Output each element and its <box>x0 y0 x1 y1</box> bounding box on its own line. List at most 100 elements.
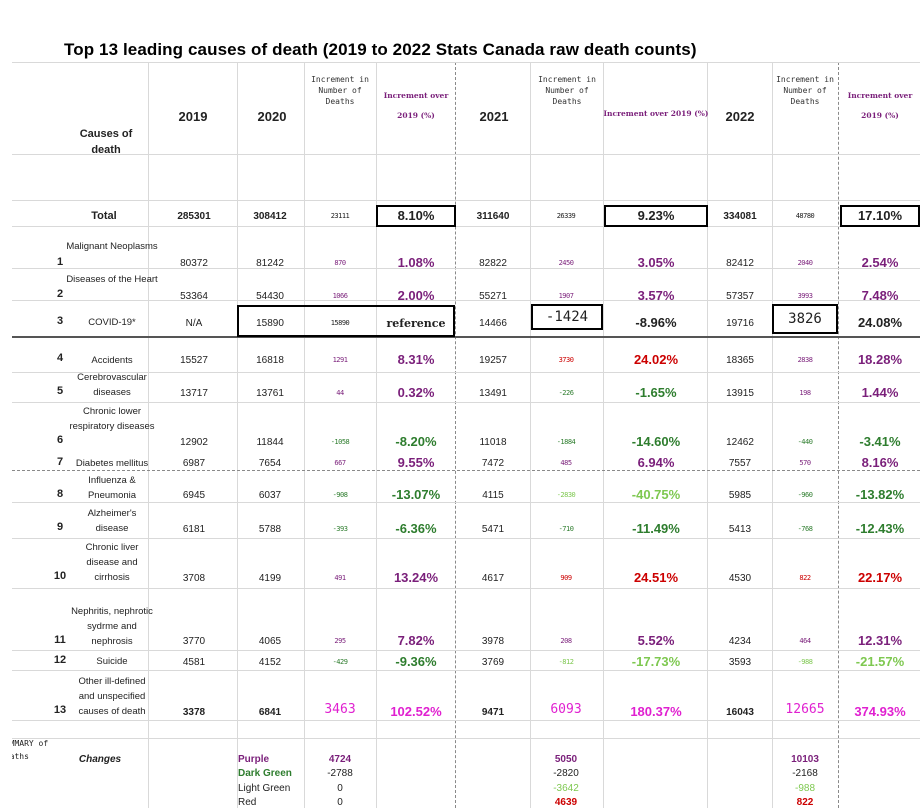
year-2021-header: 2021 <box>479 109 509 124</box>
col-divider-dashed <box>455 62 456 808</box>
changes-label: Changes <box>78 754 122 765</box>
value-2020: 81242 <box>256 258 284 269</box>
value-2019: 4581 <box>182 657 206 668</box>
increment-2021: 208 <box>560 637 572 645</box>
rank-number: 8 <box>56 488 64 500</box>
pct-2020: -9.36% <box>395 654 437 669</box>
value-2022: 12462 <box>726 437 754 448</box>
increment-2022-boxed: 3826 <box>772 304 838 334</box>
pct-2021: 24.02% <box>633 352 679 367</box>
rank-number: 13 <box>53 704 67 716</box>
pct-2020: 102.52% <box>390 704 442 719</box>
pct-2021: 3.57% <box>637 288 675 303</box>
rank-number: 1 <box>56 256 64 268</box>
cause-label: Nephritis, nephrotic sydrme and nephrosi… <box>71 606 153 647</box>
row-divider <box>12 502 920 503</box>
covid-reference-box <box>237 305 455 337</box>
pct-2020: 1.08% <box>397 255 435 270</box>
value-2020: 6841 <box>258 707 282 718</box>
cause-label: Chronic lower respiratory diseases <box>69 406 155 432</box>
pct-2021: 24.51% <box>633 570 679 585</box>
col-divider-dashed <box>838 62 839 808</box>
cause-label: Diabetes mellitus <box>75 458 149 469</box>
row-divider <box>12 300 920 301</box>
pct-2022: 7.48% <box>861 288 899 303</box>
total-pct-2022: 17.10% <box>840 205 920 227</box>
increment-2020: 1066 <box>332 292 348 300</box>
value-2021: 55271 <box>479 291 507 302</box>
value-2020: 54430 <box>256 291 284 302</box>
pct-2021: -14.60% <box>631 434 681 449</box>
value-2022: 19716 <box>726 318 754 329</box>
increment-number-header: Increment in Number of Deaths <box>538 75 596 106</box>
pct-2022: 18.28% <box>857 352 903 367</box>
row-divider <box>12 402 920 403</box>
col-divider <box>376 62 377 808</box>
summary-lightgreen-2022: -988 <box>794 783 815 794</box>
increment-2022: 464 <box>799 637 811 645</box>
value-2021: 5471 <box>481 524 505 535</box>
value-2020: 15890 <box>256 318 284 329</box>
total-pct-2020: 8.10% <box>376 205 456 227</box>
increment-2020: 491 <box>334 574 346 582</box>
pct-2022: 374.93% <box>854 704 906 719</box>
row-divider <box>12 538 920 539</box>
increment-pct-header: Increment over 2019 (%) <box>847 91 913 120</box>
value-2022: 3593 <box>728 657 752 668</box>
summary-purple-2021: 5050 <box>554 754 578 765</box>
total-2019: 285301 <box>177 211 211 222</box>
pct-2021: -8.96% <box>635 315 677 330</box>
increment-2020: 3463 <box>324 702 356 717</box>
pct-2022: 8.16% <box>861 455 899 470</box>
value-2021: 7472 <box>481 458 505 469</box>
value-2020: 11844 <box>256 437 284 448</box>
cause-label: Other ill-defined and unspecified causes… <box>78 676 146 717</box>
value-2022: 57357 <box>726 291 754 302</box>
summary-red-2021: 4639 <box>554 797 578 808</box>
increment-2021: -812 <box>558 658 574 666</box>
pct-2020: 8.31% <box>397 352 435 367</box>
summary-red-2022: 822 <box>796 797 814 808</box>
value-2021: 4617 <box>481 573 505 584</box>
increment-2021: 909 <box>560 574 572 582</box>
value-2019: 12902 <box>180 437 208 448</box>
value-2021: 9471 <box>481 707 505 718</box>
summary-purple-label: Purple <box>238 754 270 765</box>
row-divider <box>12 372 920 373</box>
cause-label: Chronic liver disease and cirrhosis <box>85 542 139 583</box>
row-divider <box>12 200 920 201</box>
total-2022: 334081 <box>723 211 757 222</box>
col-divider <box>148 62 149 808</box>
pct-2020: 7.82% <box>397 633 435 648</box>
increment-2020: -393 <box>332 525 348 533</box>
value-2021: 19257 <box>479 355 507 366</box>
increment-2020: -908 <box>332 491 348 499</box>
value-2019: 15527 <box>180 355 208 366</box>
value-2019: 3378 <box>182 707 206 718</box>
pct-2021: -1.65% <box>635 385 677 400</box>
pct-2020: 9.55% <box>397 455 435 470</box>
rank-number: 4 <box>56 352 64 364</box>
summary-darkgreen-label: Dark Green <box>238 768 292 779</box>
cause-label: Suicide <box>96 656 128 667</box>
pct-2020: -13.07% <box>391 487 441 502</box>
increment-2022: 3993 <box>797 292 813 300</box>
row-divider-dashed <box>12 470 920 471</box>
data-table: Causes of death 2019 2020 Increment in N… <box>12 62 920 808</box>
rank-number: 3 <box>56 315 64 327</box>
row-divider <box>12 588 920 589</box>
pct-2020: 0.32% <box>397 385 435 400</box>
pct-2020-reference: reference <box>386 317 446 330</box>
value-2020: 5788 <box>258 524 282 535</box>
rank-number: 11 <box>54 634 66 646</box>
total-pct-2021: 9.23% <box>604 205 708 227</box>
summary-darkgreen-2022: -2168 <box>792 768 818 779</box>
value-2021: 11018 <box>479 437 507 448</box>
row-divider <box>12 268 920 269</box>
row-divider <box>12 720 920 721</box>
summary-darkgreen-2020: -2788 <box>327 768 353 779</box>
value-2019: 13717 <box>180 388 208 399</box>
increment-2021: 3730 <box>558 356 574 364</box>
col-divider <box>530 62 531 808</box>
row-divider <box>12 226 920 227</box>
